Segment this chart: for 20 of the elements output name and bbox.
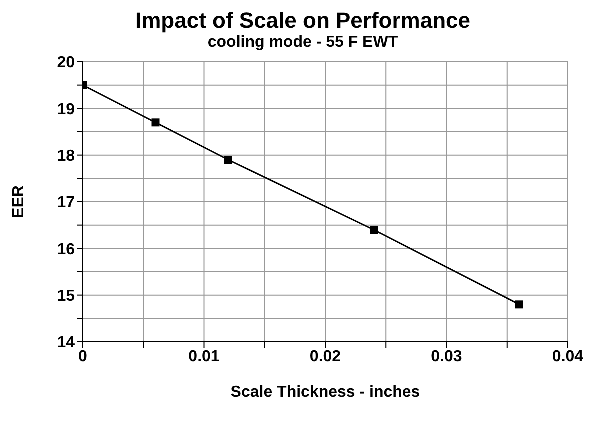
point xyxy=(516,300,524,309)
y-tick-label: 15 xyxy=(57,288,76,306)
point xyxy=(152,118,160,127)
x-tick-label: 0.01 xyxy=(188,348,220,366)
y-tick-label: 20 xyxy=(57,54,76,72)
chart-title: Impact of Scale on Performance xyxy=(134,8,472,34)
y-tick-label: 19 xyxy=(57,101,76,118)
chart-subtitle: cooling mode - 55 F EWT xyxy=(206,34,400,52)
x-tick-label: 0.04 xyxy=(552,348,584,366)
x-tick-label: 0.03 xyxy=(431,348,462,366)
point xyxy=(370,226,378,234)
x-tick-label: 0 xyxy=(78,348,88,366)
x-tick-label: 0.02 xyxy=(310,348,342,366)
y-tick-label: 18 xyxy=(57,148,76,166)
point xyxy=(224,156,232,164)
y-tick-label: 14 xyxy=(57,334,76,352)
y-tick-label: 17 xyxy=(57,194,76,212)
y-axis-title: EER xyxy=(10,185,28,218)
y-tick-label: 16 xyxy=(57,241,76,258)
x-axis-title: Scale Thickness - inches xyxy=(230,384,420,401)
